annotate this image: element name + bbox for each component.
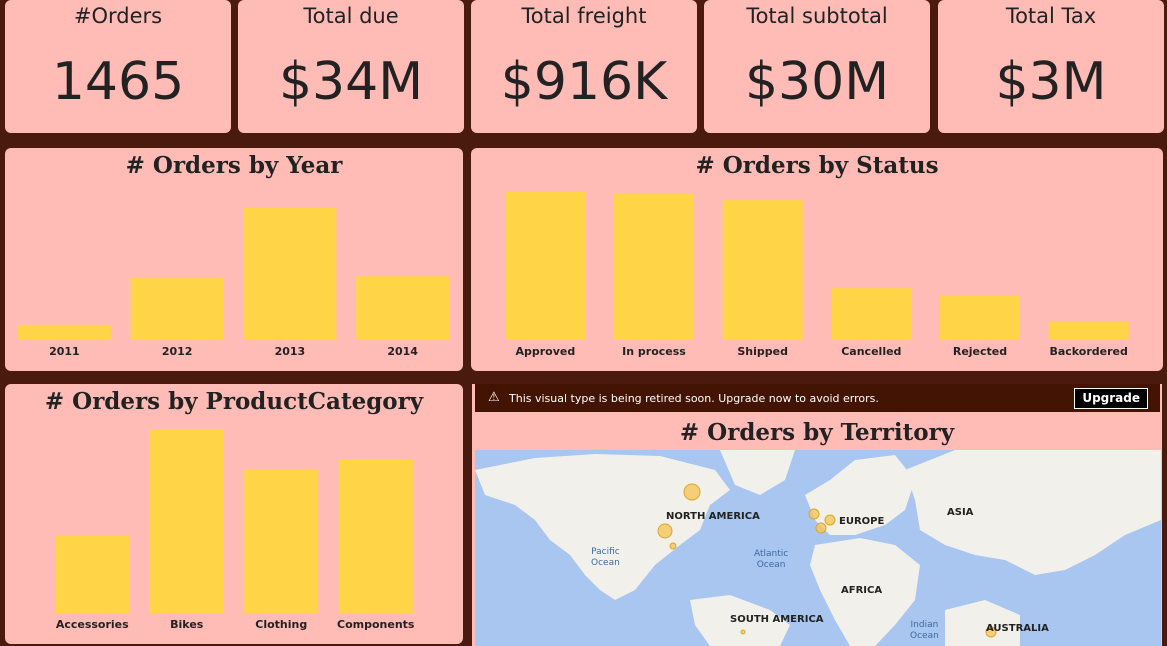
greenland-shape [720, 450, 795, 495]
kpi-card-total-subtotal: Total subtotal $30M [704, 0, 930, 133]
x-tick-label: 2012 [162, 345, 193, 358]
kpi-label: Total subtotal [746, 4, 888, 28]
map-land-shapes [475, 450, 1161, 646]
continent-label: SOUTH AMERICA [730, 614, 824, 625]
continent-label: NORTH AMERICA [666, 511, 760, 522]
territory-map[interactable]: NORTH AMERICA EUROPE ASIA AFRICA SOUTH A… [475, 450, 1161, 646]
bar-2014[interactable] [356, 276, 450, 340]
x-tick-label: Accessories [56, 618, 129, 631]
bar-clothing[interactable] [244, 469, 319, 613]
ocean-label: Indian Ocean [910, 620, 939, 641]
kpi-value: $30M [744, 52, 890, 112]
bar-2011[interactable] [17, 324, 111, 340]
order-bubble [683, 483, 701, 501]
order-bubble [740, 629, 746, 635]
kpi-value: $916K [500, 52, 668, 112]
chart-title: # Orders by Year [125, 152, 343, 179]
upgrade-button[interactable]: Upgrade [1074, 388, 1148, 409]
x-tick-label: In process [622, 345, 686, 358]
order-bubble [657, 523, 673, 539]
bar-2013[interactable] [243, 208, 337, 340]
ocean-label: Pacific Ocean [591, 547, 620, 568]
bar-in-process[interactable] [614, 193, 694, 340]
x-tick-label: 2013 [275, 345, 306, 358]
bar-shipped[interactable] [722, 200, 803, 340]
orders-by-status-chart: # Orders by Status Approved In process Shi… [471, 148, 1163, 371]
kpi-value: $3M [995, 52, 1107, 112]
africa-shape [810, 538, 920, 646]
bar-chart-svg: Accessories Bikes Clothing Components [55, 429, 415, 631]
bar-components[interactable] [338, 459, 413, 613]
x-tick-label: 2014 [387, 345, 418, 358]
south-america-shape [690, 595, 790, 646]
kpi-card-total-tax: Total Tax $3M [938, 0, 1164, 133]
order-bubble [815, 522, 827, 534]
kpi-label: Total freight [521, 4, 647, 28]
asia-shape [905, 450, 1161, 575]
kpi-label: Total due [303, 4, 399, 28]
x-tick-label: Approved [515, 345, 575, 358]
map-title: # Orders by Territory [679, 419, 955, 446]
kpi-value: 1465 [51, 52, 185, 112]
kpi-label: #Orders [73, 4, 163, 28]
bar-backordered[interactable] [1048, 321, 1129, 341]
kpi-card-orders: #Orders 1465 [5, 0, 231, 133]
warning-icon: ⚠ [488, 390, 500, 405]
bar-2012[interactable] [130, 278, 224, 340]
north-america-shape [475, 454, 730, 600]
bar-chart-svg: 2011 2012 2013 2014 [17, 208, 450, 358]
continent-label: ASIA [947, 507, 974, 518]
order-bubble [824, 514, 836, 526]
bar-rejected[interactable] [940, 295, 1020, 340]
continent-label: AUSTRALIA [986, 623, 1049, 634]
x-tick-label: Components [337, 618, 415, 631]
x-tick-label: Bikes [170, 618, 204, 631]
order-bubble [808, 508, 820, 520]
kpi-label: Total Tax [1005, 4, 1097, 28]
kpi-value: $34M [278, 52, 424, 112]
bar-accessories[interactable] [55, 535, 130, 613]
x-tick-label: Cancelled [841, 345, 901, 358]
x-tick-label: Shipped [737, 345, 788, 358]
x-tick-label: 2011 [49, 345, 80, 358]
kpi-card-total-freight: Total freight $916K [471, 0, 697, 133]
chart-title: # Orders by Status [695, 152, 939, 179]
order-bubble [985, 626, 997, 638]
ocean-label: Atlantic Ocean [754, 549, 789, 570]
x-tick-label: Clothing [255, 618, 307, 631]
orders-by-productcategory-chart: # Orders by ProductCategory Accessories B… [5, 384, 463, 644]
bar-chart-svg: Approved In process Shipped Cancelled Reject… [505, 192, 1129, 358]
x-tick-label: Backordered [1049, 345, 1127, 358]
retirement-warning-bar: ⚠ This visual type is being retired soon… [475, 384, 1160, 412]
continent-label: AFRICA [841, 585, 883, 596]
australia-shape [945, 600, 1020, 646]
continent-label: EUROPE [839, 516, 885, 527]
kpi-card-total-due: Total due $34M [238, 0, 464, 133]
order-bubble [669, 542, 677, 550]
orders-by-year-chart: # Orders by Year 2011 2012 2013 2014 [5, 148, 463, 371]
bar-cancelled[interactable] [831, 288, 912, 340]
bar-bikes[interactable] [149, 429, 224, 613]
bar-approved[interactable] [505, 192, 586, 340]
chart-title: # Orders by ProductCategory [44, 388, 424, 415]
warning-text: This visual type is being retired soon. … [509, 392, 879, 405]
europe-shape [805, 455, 915, 535]
x-tick-label: Rejected [953, 345, 1007, 358]
